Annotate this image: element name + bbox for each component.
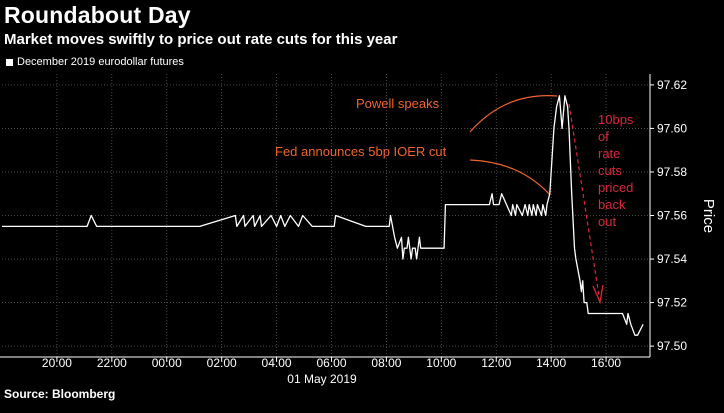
series-line <box>2 95 644 336</box>
powell-pointer-curve <box>469 95 558 133</box>
x-tick-label: 10:00 <box>426 356 456 370</box>
fed-pointer-curve <box>469 159 551 196</box>
annotation-fed-ioer-cut: Fed announces 5bp IOER cut <box>275 144 447 159</box>
x-tick-label: 22:00 <box>97 356 127 370</box>
y-tick-label: 97.54 <box>657 252 687 266</box>
price-out-text-line: priced <box>598 180 633 195</box>
price-out-text-line: of <box>598 129 609 144</box>
y-tick-label: 97.58 <box>657 165 687 179</box>
y-tick-label: 97.60 <box>657 121 687 135</box>
y-tick-label: 97.52 <box>657 296 687 310</box>
price-out-text-line: back <box>598 197 626 212</box>
x-tick-label: 20:00 <box>42 356 72 370</box>
price-out-text-line: 10bps <box>598 112 634 127</box>
annotation-price-out: 10bps of rate cuts priced back out <box>598 112 634 229</box>
legend-swatch <box>6 58 13 66</box>
y-tick-label: 97.56 <box>657 209 687 223</box>
price-out-text-line: cuts <box>598 163 622 178</box>
source-note: Source: Bloomberg <box>4 387 116 401</box>
price-out-text-line: out <box>598 214 616 229</box>
legend-label: December 2019 eurodollar futures <box>17 56 184 68</box>
chart-title: Roundabout Day <box>4 2 191 28</box>
price-out-text-line: rate <box>598 146 620 161</box>
x-tick-label: 06:00 <box>316 356 346 370</box>
y-tick-label: 97.50 <box>657 339 687 353</box>
x-tick-label: 04:00 <box>262 356 292 370</box>
y-axis-title: Price <box>700 199 717 233</box>
x-tick-label: 12:00 <box>481 356 511 370</box>
annotation-powell-speaks: Powell speaks <box>356 96 440 111</box>
x-tick-label: 16:00 <box>591 356 621 370</box>
x-tick-label: 14:00 <box>536 356 566 370</box>
chart-subtitle: Market moves swiftly to price out rate c… <box>4 31 398 48</box>
legend: December 2019 eurodollar futures <box>6 56 184 68</box>
x-tick-label: 08:00 <box>371 356 401 370</box>
price-out-arrow-line <box>568 103 600 297</box>
x-axis-date-label: 01 May 2019 <box>287 372 357 386</box>
x-tick-label: 02:00 <box>207 356 237 370</box>
y-tick-label: 97.62 <box>657 78 687 92</box>
x-tick-label: 00:00 <box>152 356 182 370</box>
price-out-arrow-head <box>592 284 604 305</box>
